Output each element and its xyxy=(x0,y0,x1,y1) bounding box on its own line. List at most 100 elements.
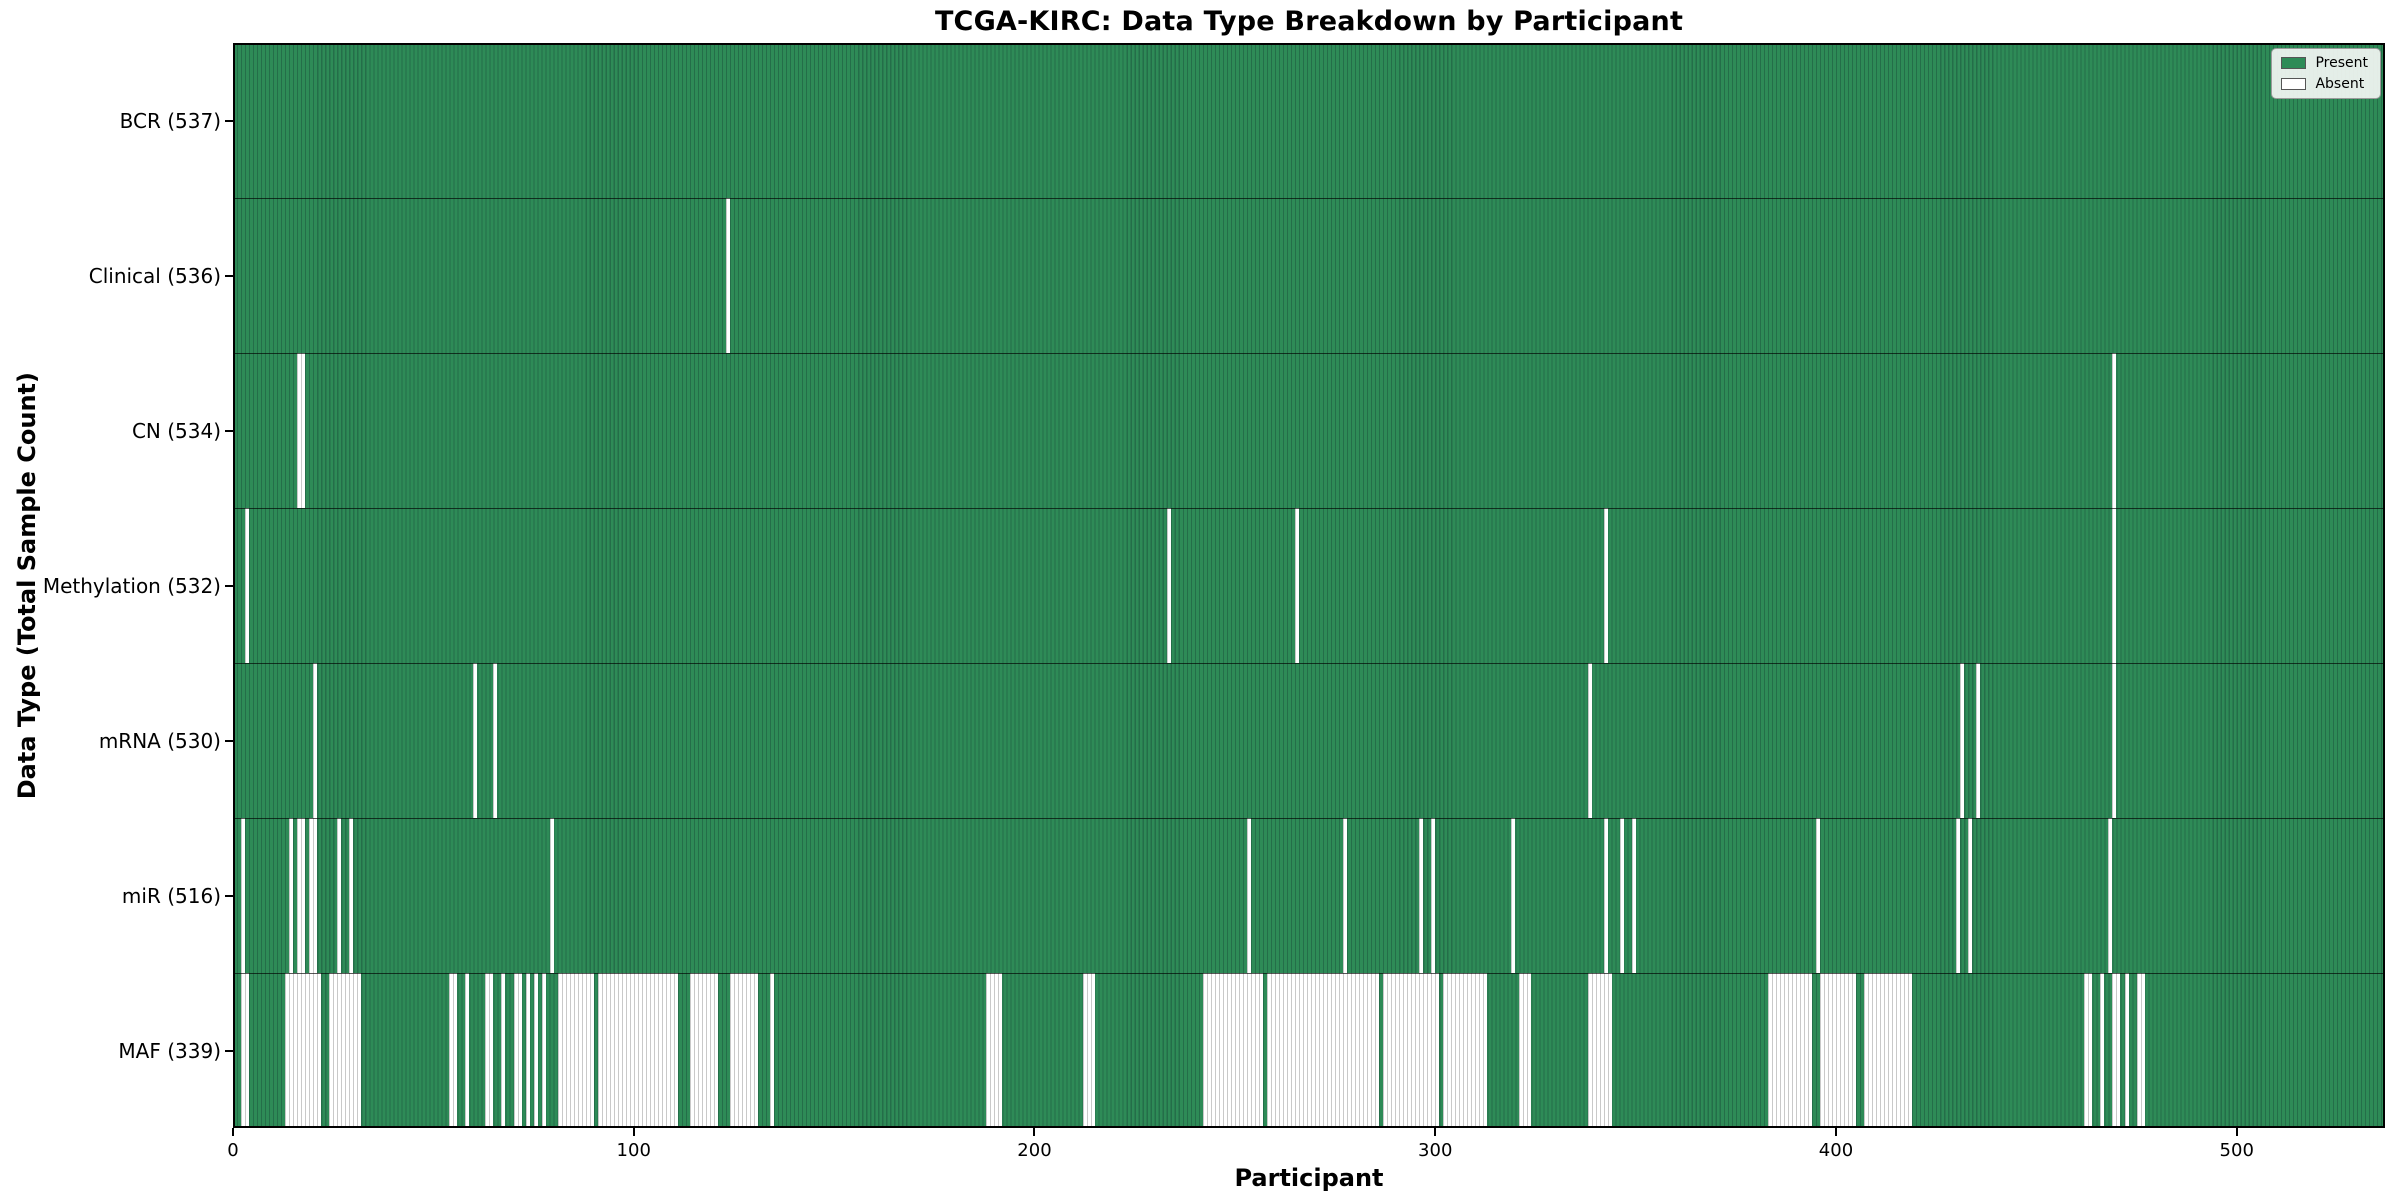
absent-gap xyxy=(1587,973,1612,1128)
absent-gap xyxy=(2112,663,2117,818)
absent-gap xyxy=(501,973,506,1128)
absent-gap xyxy=(309,818,318,973)
absent-gap xyxy=(1587,663,1592,818)
absent-gap xyxy=(473,663,478,818)
row-mrna xyxy=(233,663,2385,818)
row-divider xyxy=(233,973,2385,974)
absent-gap xyxy=(689,973,718,1128)
absent-gap xyxy=(2136,973,2145,1128)
absent-gap xyxy=(1266,973,1380,1128)
absent-gap xyxy=(449,973,458,1128)
absent-gap xyxy=(1343,818,1348,973)
absent-gap xyxy=(557,973,594,1128)
absent-gap xyxy=(297,353,306,508)
absent-gap xyxy=(1246,818,1251,973)
legend: Present Absent xyxy=(2271,48,2381,99)
row-divider xyxy=(233,663,2385,664)
absent-gap xyxy=(1956,818,1961,973)
absent-gap xyxy=(1864,973,1913,1128)
row-cn xyxy=(233,353,2385,508)
absent-swatch-icon xyxy=(2281,78,2307,90)
absent-gap xyxy=(1815,818,1820,973)
plot-area xyxy=(233,43,2385,1128)
x-tick-mark xyxy=(1033,1128,1036,1136)
absent-gap xyxy=(549,818,554,973)
absent-gap xyxy=(769,973,774,1128)
absent-gap xyxy=(2084,973,2093,1128)
x-tick-label: 100 xyxy=(616,1140,651,1161)
row-divider xyxy=(233,508,2385,509)
absent-gap xyxy=(1519,973,1532,1128)
absent-gap xyxy=(2112,508,2117,663)
absent-gap xyxy=(329,973,362,1128)
row-maf xyxy=(233,973,2385,1128)
absent-gap xyxy=(1294,508,1299,663)
chart-title: TCGA-KIRC: Data Type Breakdown by Partic… xyxy=(934,6,1684,37)
absent-gap xyxy=(349,818,354,973)
x-tick-mark xyxy=(232,1128,234,1136)
absent-gap xyxy=(289,818,294,973)
absent-gap xyxy=(729,973,758,1128)
absent-gap xyxy=(541,973,546,1128)
x-tick-mark xyxy=(632,1128,635,1136)
absent-gap xyxy=(1511,818,1516,973)
x-tick-mark xyxy=(1434,1128,1437,1136)
absent-gap xyxy=(493,663,498,818)
absent-gap xyxy=(725,198,730,353)
row-clinical xyxy=(233,198,2385,353)
absent-gap xyxy=(1082,973,1095,1128)
absent-gap xyxy=(1968,818,1973,973)
absent-gap xyxy=(1383,973,1440,1128)
absent-gap xyxy=(1631,818,1636,973)
absent-gap xyxy=(1767,973,1812,1128)
legend-item-present: Present xyxy=(2281,55,2368,71)
absent-gap xyxy=(533,973,538,1128)
absent-gap xyxy=(1603,818,1608,973)
x-tick-label: 200 xyxy=(1017,1140,1052,1161)
absent-gap xyxy=(241,818,245,973)
row-label-mrna: mRNA (530) xyxy=(98,728,221,753)
row-mir xyxy=(233,818,2385,973)
absent-gap xyxy=(513,973,522,1128)
absent-gap xyxy=(1419,818,1424,973)
absent-gap xyxy=(1443,973,1488,1128)
absent-gap xyxy=(337,818,342,973)
present-swatch-icon xyxy=(2281,57,2307,69)
row-label-clinical: Clinical (536) xyxy=(88,263,221,288)
absent-gap xyxy=(1202,973,1263,1128)
absent-gap xyxy=(1819,973,1856,1128)
x-tick-label: 500 xyxy=(2219,1140,2254,1161)
row-methylation xyxy=(233,508,2385,663)
x-tick-label: 300 xyxy=(1418,1140,1453,1161)
absent-gap xyxy=(313,663,318,818)
row-divider xyxy=(233,353,2385,354)
legend-label-absent: Absent xyxy=(2315,76,2365,92)
legend-item-absent: Absent xyxy=(2281,76,2368,92)
absent-gap xyxy=(285,973,322,1128)
row-label-cn: CN (534) xyxy=(131,418,221,443)
absent-gap xyxy=(485,973,494,1128)
x-tick-mark xyxy=(2235,1128,2238,1136)
legend-label-present: Present xyxy=(2315,55,2368,71)
row-label-methylation: Methylation (532) xyxy=(42,573,221,598)
row-divider xyxy=(233,198,2385,199)
row-bcr xyxy=(233,43,2385,198)
row-label-maf: MAF (339) xyxy=(118,1038,221,1063)
row-label-mir: miR (516) xyxy=(121,883,221,908)
absent-gap xyxy=(597,973,678,1128)
absent-gap xyxy=(1976,663,1981,818)
absent-gap xyxy=(1166,508,1171,663)
y-tick-mark xyxy=(225,274,233,277)
x-tick-label: 0 xyxy=(227,1140,239,1161)
y-tick-mark xyxy=(225,739,233,742)
absent-gap xyxy=(2108,818,2113,973)
y-tick-mark xyxy=(225,119,233,122)
y-tick-mark xyxy=(225,584,233,587)
row-label-bcr: BCR (537) xyxy=(119,108,221,133)
absent-gap xyxy=(1603,508,1608,663)
absent-gap xyxy=(241,973,249,1128)
absent-gap xyxy=(2100,973,2105,1128)
absent-gap xyxy=(2112,353,2117,508)
absent-gap xyxy=(1619,818,1624,973)
